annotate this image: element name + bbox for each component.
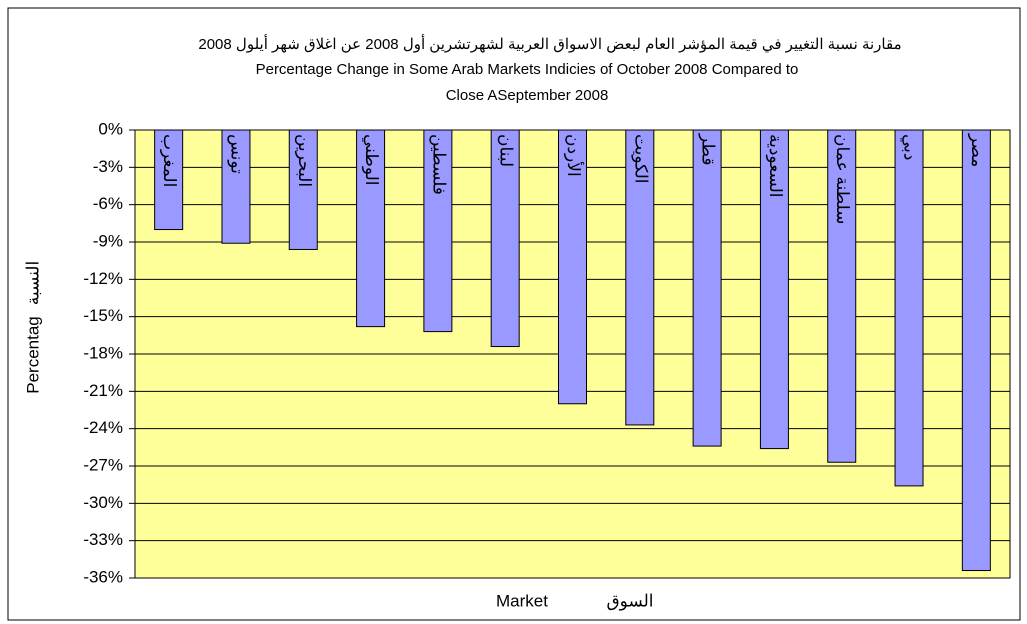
category-label: الأردن bbox=[563, 134, 584, 177]
y-tick-label: 0% bbox=[98, 119, 123, 138]
category-label: دبي bbox=[901, 134, 920, 160]
bar bbox=[221, 129, 251, 244]
chart-title: Percentage Change in Some Arab Markets I… bbox=[256, 61, 799, 78]
bar bbox=[692, 129, 722, 447]
bar bbox=[490, 129, 520, 348]
bar bbox=[154, 129, 184, 231]
bar bbox=[827, 129, 857, 463]
y-tick-label: -24% bbox=[83, 418, 123, 437]
bar bbox=[961, 129, 991, 572]
bar bbox=[894, 129, 924, 487]
category-label: الوطني bbox=[361, 134, 381, 186]
y-tick-label: -9% bbox=[93, 231, 123, 250]
category-label: قطر bbox=[698, 133, 718, 165]
y-tick-label: -12% bbox=[83, 269, 123, 288]
y-axis-label: النسبة bbox=[23, 261, 42, 305]
bar bbox=[423, 129, 453, 333]
category-label: المغرب bbox=[159, 134, 179, 187]
y-tick-label: -36% bbox=[83, 567, 123, 586]
x-axis-label: Market bbox=[496, 591, 548, 610]
bar bbox=[288, 129, 318, 250]
bar bbox=[625, 129, 655, 426]
y-tick-label: -33% bbox=[83, 530, 123, 549]
chart-title: مقارنة نسبة التغيير في قيمة المؤشر العام… bbox=[198, 34, 901, 53]
category-label: سلطنة عمان bbox=[833, 134, 852, 224]
bar bbox=[356, 129, 386, 328]
bar bbox=[759, 129, 789, 450]
category-label: السعودية bbox=[765, 134, 785, 197]
y-tick-label: -3% bbox=[93, 157, 123, 176]
chart-title: Close ASeptember 2008 bbox=[446, 87, 609, 104]
category-label: تونس bbox=[226, 134, 246, 174]
category-label: فلسطين bbox=[428, 134, 448, 195]
category-label: الكويت bbox=[630, 134, 650, 184]
x-axis-label: السوق bbox=[606, 591, 653, 611]
category-label: لبنان bbox=[497, 134, 516, 167]
y-axis-label: Percentag bbox=[23, 316, 42, 394]
category-label: البحرين bbox=[294, 134, 314, 187]
y-tick-label: -30% bbox=[83, 493, 123, 512]
y-tick-label: -6% bbox=[93, 194, 123, 213]
category-label: مصر bbox=[967, 133, 987, 167]
y-tick-label: -18% bbox=[83, 343, 123, 362]
y-tick-label: -21% bbox=[83, 381, 123, 400]
y-tick-label: -27% bbox=[83, 455, 123, 474]
bar bbox=[558, 129, 587, 405]
y-tick-label: -15% bbox=[83, 306, 123, 325]
